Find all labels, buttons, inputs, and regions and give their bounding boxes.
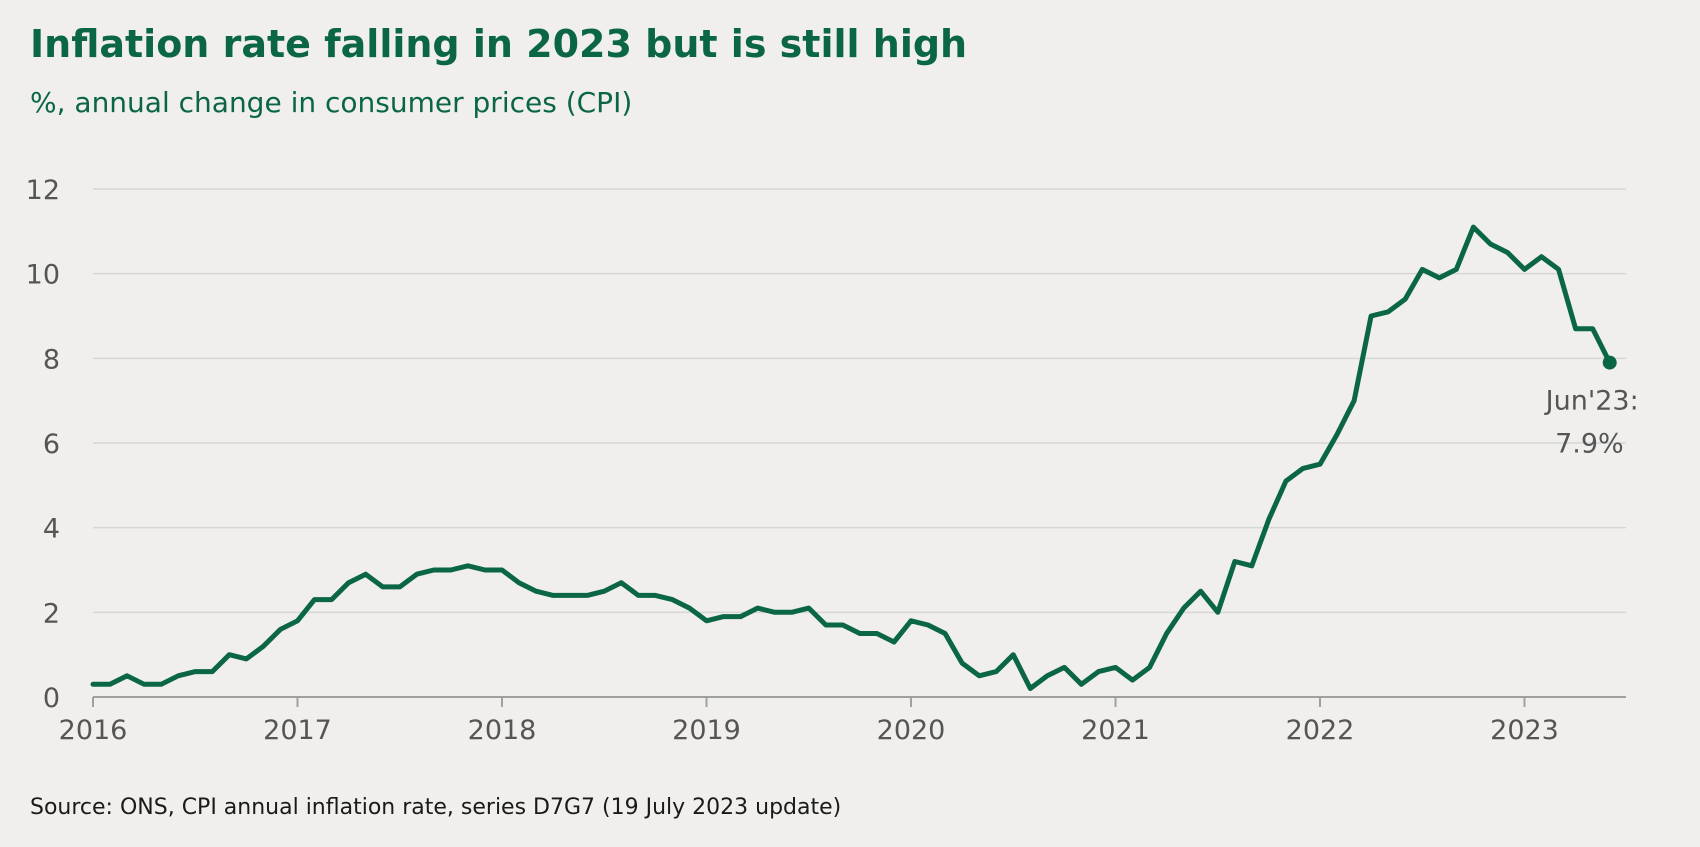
chart-subtitle: %, annual change in consumer prices (CPI… bbox=[30, 86, 633, 119]
y-tick-label: 10 bbox=[26, 260, 60, 291]
x-tick-label: 2016 bbox=[59, 715, 128, 746]
x-tick-label: 2023 bbox=[1490, 715, 1559, 746]
end-annotation: Jun'23: 7.9% bbox=[1544, 386, 1639, 460]
x-tick-label: 2017 bbox=[263, 715, 332, 746]
x-tick-label: 2020 bbox=[877, 715, 946, 746]
series-line bbox=[90, 224, 1613, 691]
y-tick-label: 0 bbox=[43, 683, 60, 714]
x-tick-label: 2019 bbox=[672, 715, 741, 746]
x-tick-label: 2022 bbox=[1286, 715, 1355, 746]
chart-title: Inflation rate falling in 2023 but is st… bbox=[30, 22, 968, 66]
y-axis-ticks: 0 2 4 6 8 10 12 bbox=[26, 175, 60, 714]
y-tick-label: 6 bbox=[43, 429, 60, 460]
y-tick-label: 2 bbox=[43, 598, 60, 629]
annotation-label-month: Jun'23: bbox=[1544, 386, 1639, 417]
x-tick-label: 2021 bbox=[1081, 715, 1150, 746]
gridlines bbox=[93, 188, 1626, 614]
end-point-marker bbox=[1602, 355, 1617, 370]
y-tick-label: 8 bbox=[43, 344, 60, 375]
x-axis: 2016 2017 2018 2019 2020 2021 2022 2023 bbox=[59, 696, 1626, 746]
x-tick-label: 2018 bbox=[468, 715, 537, 746]
y-tick-label: 4 bbox=[43, 514, 60, 545]
series-layer bbox=[90, 224, 1617, 691]
source-note: Source: ONS, CPI annual inflation rate, … bbox=[30, 795, 842, 820]
annotation-label-value: 7.9% bbox=[1555, 429, 1624, 460]
y-tick-label: 12 bbox=[26, 175, 60, 206]
